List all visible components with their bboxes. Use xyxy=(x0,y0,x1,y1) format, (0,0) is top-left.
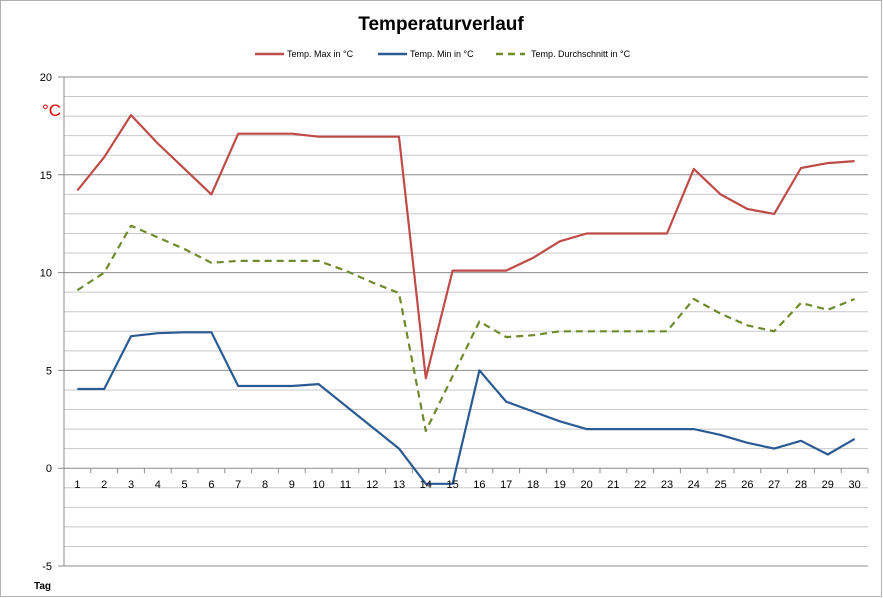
y-tick-label: 0 xyxy=(46,463,52,475)
x-tick-label: 14 xyxy=(420,479,432,491)
x-tick-label: 17 xyxy=(500,479,512,491)
x-tick-label: 8 xyxy=(262,479,268,491)
x-tick-label: 7 xyxy=(235,479,241,491)
y-tick-label: 20 xyxy=(40,72,52,84)
x-tick-label: 5 xyxy=(182,479,188,491)
x-axis-label: Tag xyxy=(34,581,51,592)
x-tick-label: 30 xyxy=(848,479,860,491)
legend-label-2: Temp. Durchschnitt in °C xyxy=(531,49,631,59)
y-tick-label: -5 xyxy=(42,561,52,573)
x-tick-label: 3 xyxy=(128,479,134,491)
x-tick-label: 10 xyxy=(312,479,324,491)
x-tick-label: 6 xyxy=(208,479,214,491)
x-tick-label: 11 xyxy=(340,479,351,491)
x-tick-label: 19 xyxy=(554,479,566,491)
y-tick-label: 10 xyxy=(40,268,52,280)
chart-title: Temperaturverlauf xyxy=(358,14,524,35)
series-line-2 xyxy=(76,224,856,433)
x-tick-label: 29 xyxy=(822,479,834,491)
x-tick-label: 15 xyxy=(446,479,458,491)
x-tick-label: 12 xyxy=(366,479,378,491)
x-tick-label: 16 xyxy=(473,479,485,491)
series-line-1 xyxy=(77,331,856,485)
x-tick-label: 28 xyxy=(795,479,807,491)
x-tick-label: 25 xyxy=(714,479,726,491)
x-tick-label: 21 xyxy=(607,479,619,491)
x-tick-label: 2 xyxy=(101,479,107,491)
x-tick-label: 20 xyxy=(580,479,592,491)
x-tick-label: 23 xyxy=(661,479,673,491)
y-tick-label: 15 xyxy=(40,170,52,182)
x-tick-label: 13 xyxy=(393,479,405,491)
series-line-0 xyxy=(76,113,855,380)
x-tick-label: 27 xyxy=(768,479,780,491)
x-tick-label: 1 xyxy=(74,479,80,491)
x-tick-label: 18 xyxy=(527,479,539,491)
y-tick-label: 5 xyxy=(46,365,52,377)
x-tick-label: 26 xyxy=(741,479,753,491)
legend-label-0: Temp. Max in °C xyxy=(287,49,354,59)
x-tick-label: 9 xyxy=(289,479,295,491)
legend-label-1: Temp. Min in °C xyxy=(410,49,474,59)
x-tick-label: 24 xyxy=(688,479,700,491)
x-tick-label: 22 xyxy=(634,479,646,491)
y-axis-label: °C xyxy=(42,101,61,120)
x-tick-label: 4 xyxy=(155,479,161,491)
